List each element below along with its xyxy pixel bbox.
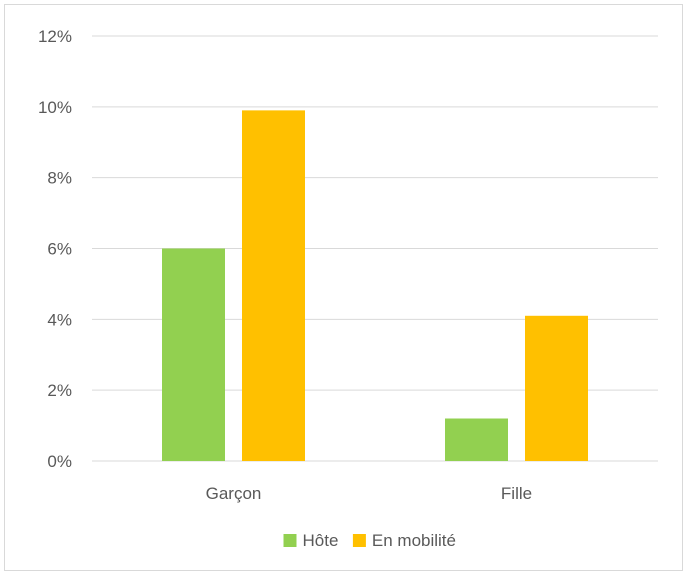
legend-label: En mobilité xyxy=(372,531,456,550)
legend-label: Hôte xyxy=(303,531,339,550)
bar xyxy=(162,248,225,461)
y-axis-ticks: 0% 2% 4% 6% 8% 10% 12% xyxy=(38,27,72,471)
y-tick-label: 4% xyxy=(47,310,72,329)
y-tick-label: 2% xyxy=(47,381,72,400)
legend-swatch xyxy=(352,534,366,547)
x-tick-label: Fille xyxy=(501,484,532,503)
bar xyxy=(525,315,588,461)
bars xyxy=(162,110,588,461)
legend-swatch xyxy=(283,534,297,547)
y-tick-label: 8% xyxy=(47,169,72,188)
bar xyxy=(445,418,508,461)
chart-frame xyxy=(4,4,683,571)
bar xyxy=(242,110,305,461)
y-tick-label: 10% xyxy=(38,98,72,117)
x-tick-label: Garçon xyxy=(206,484,262,503)
y-tick-label: 0% xyxy=(47,452,72,471)
x-axis-ticks: Garçon Fille xyxy=(206,484,532,503)
legend: Hôte En mobilité xyxy=(283,531,456,550)
y-tick-label: 12% xyxy=(38,27,72,46)
y-tick-label: 6% xyxy=(47,240,72,259)
